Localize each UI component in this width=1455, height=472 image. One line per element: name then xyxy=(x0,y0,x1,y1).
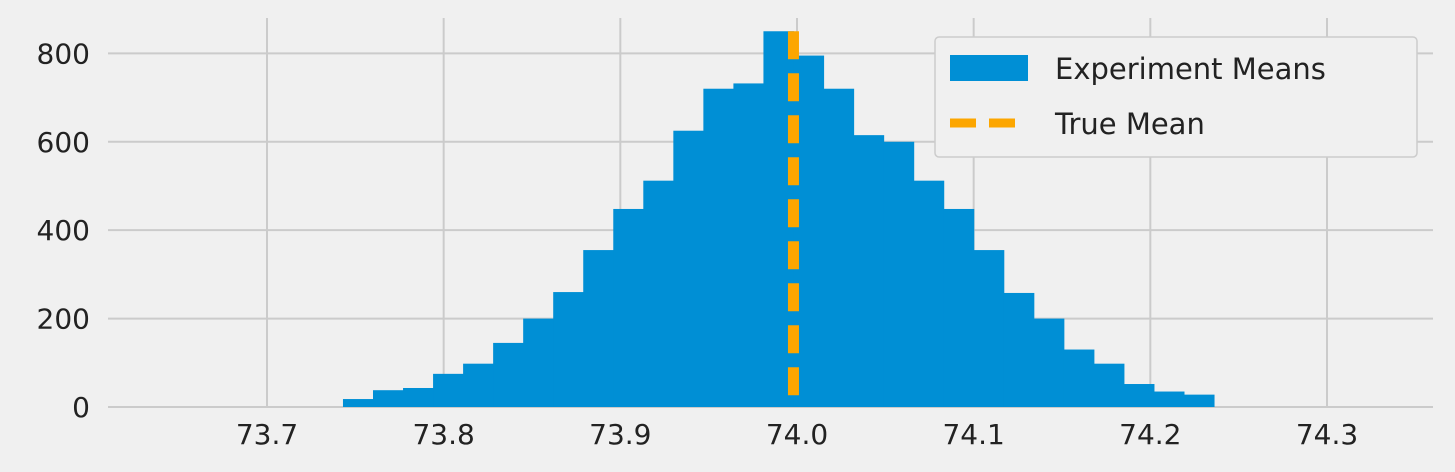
histogram-bar xyxy=(703,88,734,408)
legend-label-true-mean: True Mean xyxy=(1054,107,1205,141)
x-tick-label: 73.7 xyxy=(236,418,298,451)
histogram-bar xyxy=(673,130,704,407)
histogram-bar xyxy=(342,399,374,407)
x-tick-label: 74.1 xyxy=(942,418,1004,451)
histogram-bar xyxy=(823,88,855,408)
histogram-bar xyxy=(493,342,524,407)
histogram-bar xyxy=(583,250,614,407)
histogram-bar xyxy=(403,387,434,407)
y-tick-label: 200 xyxy=(37,303,90,336)
legend-frame xyxy=(934,36,1418,158)
histogram-bar xyxy=(433,373,464,407)
histogram-bar xyxy=(1093,363,1125,407)
x-tick-label: 73.9 xyxy=(589,418,651,451)
histogram-bar xyxy=(793,55,825,408)
histogram-bar xyxy=(643,180,674,407)
y-tick-label: 800 xyxy=(37,37,90,70)
y-tick-label: 400 xyxy=(37,214,90,247)
histogram-bar xyxy=(943,208,975,407)
histogram-bar xyxy=(1123,384,1155,407)
histogram-bar xyxy=(733,83,765,407)
y-tick-label: 600 xyxy=(37,126,90,159)
histogram-bar xyxy=(373,390,404,407)
histogram-bar xyxy=(1183,394,1215,407)
x-tick-label: 73.8 xyxy=(412,418,474,451)
y-tick-label: 0 xyxy=(72,391,90,424)
x-tick-label: 74.2 xyxy=(1119,418,1181,451)
histogram-bar xyxy=(913,180,945,407)
histogram-bar xyxy=(523,318,554,407)
ticks-layer: 73.7 73.8 73.9 74.0 74.1 74.2 74.3 0 200 400 600 80… xyxy=(37,37,1359,451)
histogram-bar xyxy=(973,250,1005,407)
x-tick-label: 74.3 xyxy=(1296,418,1358,451)
histogram-bar xyxy=(553,292,584,407)
legend-swatch-experiment-means xyxy=(950,55,1028,81)
bars-layer xyxy=(342,31,1215,408)
histogram-bar xyxy=(883,141,915,408)
histogram-bar xyxy=(1003,292,1035,407)
histogram-bar xyxy=(613,208,644,407)
x-tick-label: 74.0 xyxy=(766,418,828,451)
legend: Experiment Means True Mean xyxy=(934,36,1418,158)
histogram-bar xyxy=(1063,349,1095,407)
histogram-bar xyxy=(1033,318,1065,407)
histogram-bar xyxy=(853,135,885,408)
histogram-bar xyxy=(463,363,494,407)
histogram-bar xyxy=(1153,391,1185,407)
legend-label-experiment-means: Experiment Means xyxy=(1055,52,1326,86)
